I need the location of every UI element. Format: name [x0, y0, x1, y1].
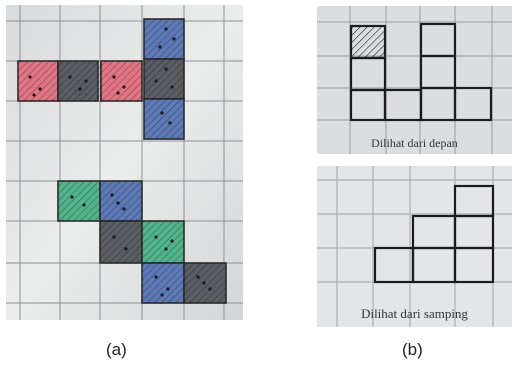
top-view-photo: [6, 5, 243, 320]
figure-label-a: (a): [106, 340, 127, 359]
front-view-caption: Dilihat dari depan: [371, 136, 458, 150]
side-view-caption: Dilihat dari samping: [361, 306, 468, 321]
side-view-photo: Dilihat dari samping: [317, 166, 512, 327]
front-view-photo: Dilihat dari depan: [317, 6, 512, 154]
figure-label-b: (b): [402, 340, 423, 359]
